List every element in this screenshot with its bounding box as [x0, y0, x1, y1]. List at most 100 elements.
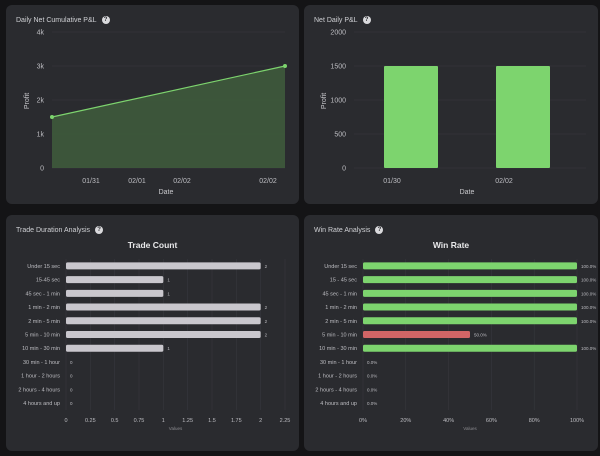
value-label: 2: [265, 333, 268, 338]
category-label: 4 hours and up: [23, 401, 60, 407]
chart-title: Trade Count: [128, 240, 178, 250]
net-daily-pnl-chart: 0 500 1000 1500 2000 01/30 02/02 Date Profit: [321, 30, 586, 196]
value-label: 100.0%: [581, 346, 596, 351]
bar: [66, 289, 164, 297]
y-tick-label: 1000: [330, 98, 346, 105]
net-daily-pnl-panel: Net Daily P&L ? 0 500 1000 1500 2000 01/30 02/…: [304, 5, 598, 204]
bar: [363, 317, 577, 325]
x-tick-label: 01/30: [383, 178, 401, 185]
x-tick-label: 1.25: [182, 418, 193, 424]
bar: [363, 289, 577, 297]
bar: [66, 262, 261, 270]
value-label: 100.0%: [581, 291, 596, 296]
y-tick-label: 1500: [330, 64, 346, 71]
value-label: 50.0%: [474, 333, 487, 338]
value-label: 100.0%: [581, 305, 596, 310]
value-label: 0: [70, 387, 73, 392]
x-tick-label: 0.25: [85, 418, 96, 424]
x-tick-label: 80%: [529, 418, 540, 424]
y-tick-label: 1k: [37, 132, 45, 139]
category-label: 1 min - 2 min: [28, 305, 60, 311]
x-tick-label: 0.5: [111, 418, 119, 424]
x-tick-label: 40%: [443, 418, 454, 424]
data-point: [50, 115, 54, 119]
category-label: 15 - 45 sec: [330, 278, 357, 284]
bar: [66, 344, 164, 352]
category-label: 5 min - 10 min: [25, 333, 60, 339]
cumulative-pnl-panel: Daily Net Cumulative P&L ? 0 1k 2k 3k 4k 01/3…: [6, 5, 299, 204]
trade-duration-panel: Trade Duration Analysis ? Trade Count 0 0.…: [6, 215, 299, 451]
y-tick-label: 500: [334, 132, 346, 139]
value-label: 0: [70, 360, 73, 365]
x-axis-label: Values: [463, 426, 477, 431]
category-label: 2 hours - 4 hours: [18, 387, 60, 393]
bar: [363, 276, 577, 284]
trade-duration-title: Trade Duration Analysis ?: [16, 226, 104, 234]
x-tick-label: 0.75: [134, 418, 145, 424]
value-label: 0: [70, 374, 73, 379]
x-tick-label: 1: [162, 418, 165, 424]
category-label: 1 hour - 2 hours: [318, 374, 357, 380]
help-icon[interactable]: ?: [95, 226, 104, 234]
x-tick-label: 02/02: [173, 178, 191, 185]
win-rate-title: Win Rate Analysis ?: [314, 226, 384, 234]
x-tick-label: 2: [259, 418, 262, 424]
x-tick-label: 1.75: [231, 418, 242, 424]
category-label: 2 min - 5 min: [325, 319, 357, 325]
x-tick-label: 0: [64, 418, 67, 424]
value-label: 100.0%: [581, 264, 596, 269]
bar: [363, 344, 577, 352]
cumulative-pnl-chart: 0 1k 2k 3k 4k 01/31 02/01 02/02 02/02 Date Profit: [24, 30, 287, 196]
value-label: 100.0%: [581, 319, 596, 324]
y-tick-label: 0: [342, 166, 346, 173]
category-label: 30 min - 1 hour: [320, 360, 357, 366]
x-tick-label: 02/02: [495, 178, 513, 185]
y-tick-label: 0: [40, 166, 44, 173]
x-tick-label: 02/02: [259, 178, 277, 185]
x-tick-label: 20%: [400, 418, 411, 424]
category-label: 1 hour - 2 hours: [21, 374, 60, 380]
category-label: 2 min - 5 min: [28, 319, 60, 325]
category-label: 30 min - 1 hour: [23, 360, 60, 366]
x-tick-label: 1.5: [208, 418, 216, 424]
win-rate-title-text: Win Rate Analysis: [314, 226, 371, 234]
value-label: 2: [265, 305, 268, 310]
trade-count-chart: Trade Count 0 0.25 0.5 0.75 1 1.25 1.5 1.75 2 2.25…: [18, 240, 291, 431]
x-tick-label: 2.25: [280, 418, 291, 424]
help-icon[interactable]: ?: [101, 16, 110, 24]
x-tick-label: 100%: [570, 418, 584, 424]
category-label: 45 sec - 1 min: [322, 291, 357, 297]
help-icon[interactable]: ?: [375, 226, 384, 234]
y-axis-label: Profit: [321, 93, 328, 109]
bar: [384, 66, 438, 168]
cumulative-pnl-title-text: Daily Net Cumulative P&L: [16, 16, 97, 24]
value-label: 1: [167, 291, 170, 296]
value-label: 0.0%: [367, 401, 377, 406]
bar: [363, 262, 577, 270]
help-icon[interactable]: ?: [362, 16, 371, 24]
trade-duration-title-text: Trade Duration Analysis: [16, 226, 91, 234]
category-label: 10 min - 30 min: [319, 346, 357, 352]
category-label: Under 15 sec: [27, 264, 60, 270]
win-rate-panel: Win Rate Analysis ? Win Rate 0% 20% 40% 60% 8…: [304, 215, 598, 451]
category-label: Under 15 sec: [324, 264, 357, 270]
category-label: 45 sec - 1 min: [25, 291, 60, 297]
y-tick-label: 2000: [330, 30, 346, 37]
value-label: 0: [70, 401, 73, 406]
bar: [363, 303, 577, 311]
win-rate-chart: Win Rate 0% 20% 40% 60% 80% 100% Under 15 sec 10…: [315, 240, 596, 431]
value-label: 1: [167, 346, 170, 351]
area-fill: [52, 66, 285, 168]
category-label: 5 min - 10 min: [322, 333, 357, 339]
x-tick-label: 02/01: [128, 178, 146, 185]
category-label: 15-45 sec: [36, 278, 60, 284]
data-point: [283, 64, 287, 68]
net-daily-pnl-title: Net Daily P&L ?: [314, 16, 371, 24]
x-axis-label: Date: [159, 189, 174, 196]
category-label: 4 hours and up: [320, 401, 357, 407]
x-axis-label: Values: [169, 426, 183, 431]
y-tick-label: 4k: [37, 30, 45, 37]
value-label: 0.0%: [367, 387, 377, 392]
value-label: 1: [167, 278, 170, 283]
x-tick-label: 01/31: [82, 178, 100, 185]
